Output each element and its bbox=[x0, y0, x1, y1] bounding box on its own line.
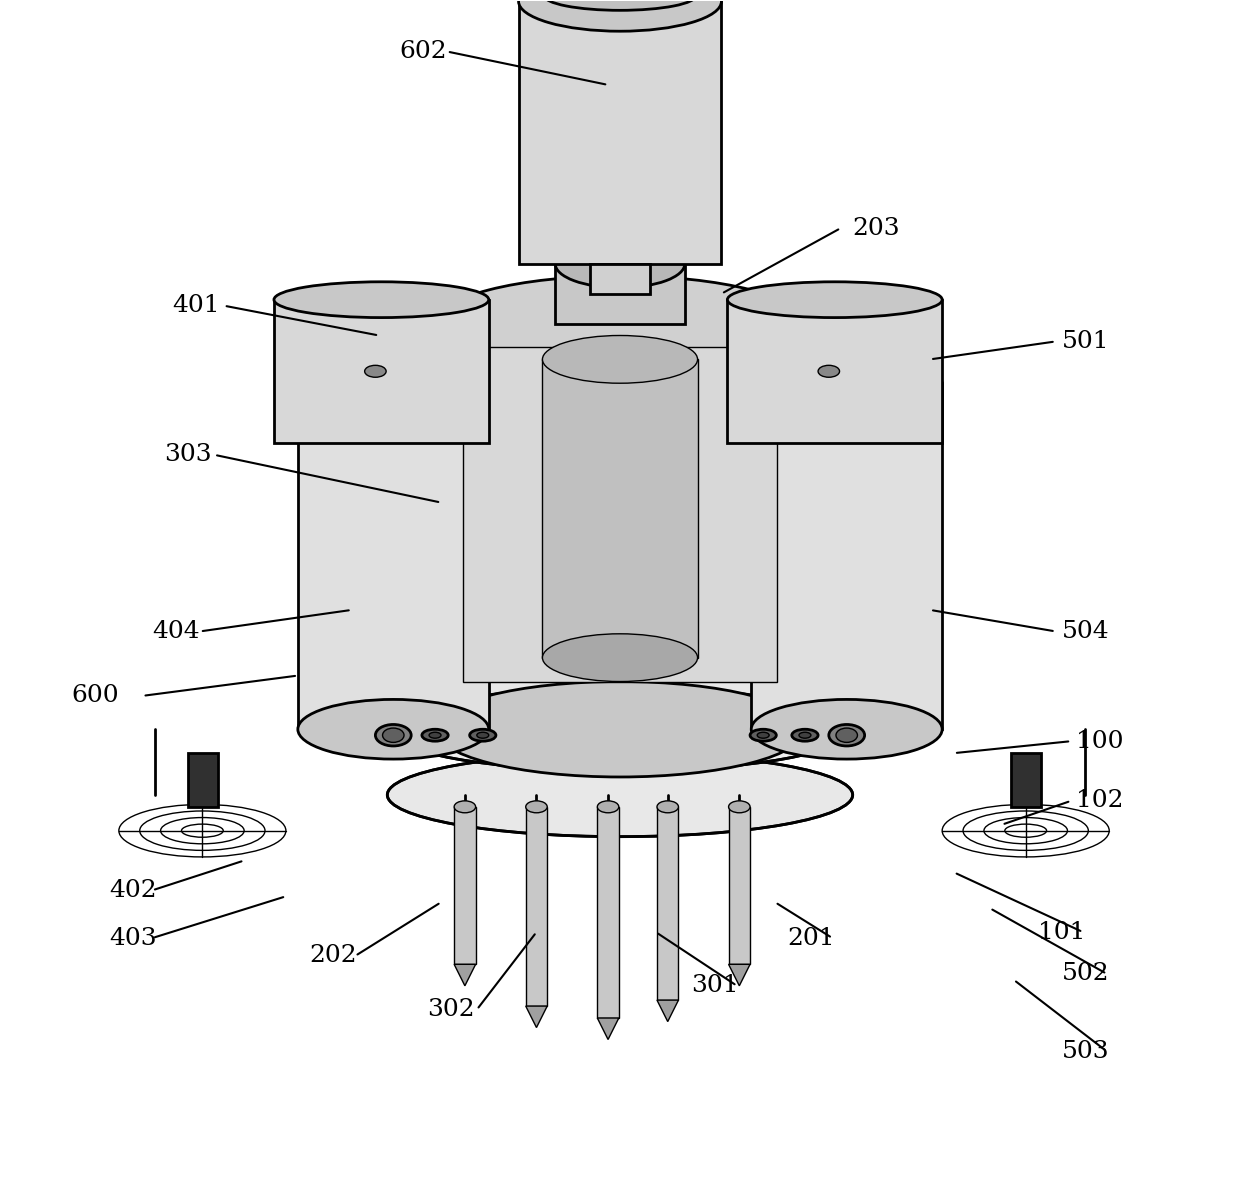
Ellipse shape bbox=[799, 732, 811, 738]
Text: 101: 101 bbox=[1038, 921, 1085, 944]
Ellipse shape bbox=[298, 700, 489, 759]
Ellipse shape bbox=[828, 725, 864, 746]
Text: 301: 301 bbox=[692, 975, 739, 997]
Text: 203: 203 bbox=[853, 216, 900, 239]
Ellipse shape bbox=[750, 730, 776, 742]
Bar bbox=[728, 300, 942, 443]
Bar bbox=[556, 264, 684, 324]
Bar bbox=[298, 383, 489, 730]
Polygon shape bbox=[598, 1018, 619, 1039]
Text: 600: 600 bbox=[71, 684, 119, 707]
Ellipse shape bbox=[836, 728, 857, 743]
Ellipse shape bbox=[477, 732, 489, 738]
Bar bbox=[463, 347, 777, 682]
Ellipse shape bbox=[274, 282, 489, 318]
Bar bbox=[729, 807, 750, 964]
Bar bbox=[657, 807, 678, 1000]
Ellipse shape bbox=[751, 353, 942, 413]
Bar bbox=[598, 807, 619, 1018]
Ellipse shape bbox=[365, 365, 386, 377]
Ellipse shape bbox=[429, 732, 441, 738]
Text: 504: 504 bbox=[1061, 620, 1109, 643]
Ellipse shape bbox=[657, 801, 678, 813]
Ellipse shape bbox=[539, 0, 701, 5]
Polygon shape bbox=[526, 1006, 547, 1027]
Ellipse shape bbox=[387, 688, 853, 771]
Ellipse shape bbox=[383, 728, 404, 743]
Text: 302: 302 bbox=[427, 999, 475, 1021]
Text: 202: 202 bbox=[310, 945, 357, 968]
Text: 404: 404 bbox=[153, 620, 200, 643]
Text: 503: 503 bbox=[1061, 1041, 1109, 1063]
Ellipse shape bbox=[518, 0, 722, 31]
Ellipse shape bbox=[298, 353, 489, 413]
Text: 100: 100 bbox=[1076, 730, 1123, 752]
Bar bbox=[590, 264, 650, 294]
Bar bbox=[188, 753, 218, 807]
Bar bbox=[274, 300, 489, 443]
Ellipse shape bbox=[838, 372, 856, 382]
Text: 502: 502 bbox=[1061, 963, 1109, 986]
Ellipse shape bbox=[542, 634, 698, 682]
Bar bbox=[454, 807, 476, 964]
Bar bbox=[542, 359, 698, 658]
Bar bbox=[1012, 753, 1042, 807]
Ellipse shape bbox=[544, 0, 696, 11]
Ellipse shape bbox=[818, 365, 839, 377]
Text: 403: 403 bbox=[109, 927, 157, 950]
Ellipse shape bbox=[728, 282, 942, 318]
Polygon shape bbox=[657, 1000, 678, 1021]
Ellipse shape bbox=[729, 801, 750, 813]
Ellipse shape bbox=[526, 801, 547, 813]
Ellipse shape bbox=[542, 336, 698, 383]
Ellipse shape bbox=[376, 725, 412, 746]
Text: 401: 401 bbox=[172, 294, 219, 317]
Ellipse shape bbox=[470, 730, 496, 742]
Polygon shape bbox=[454, 964, 476, 986]
Ellipse shape bbox=[792, 730, 818, 742]
Ellipse shape bbox=[387, 753, 853, 837]
Ellipse shape bbox=[751, 700, 942, 759]
Bar bbox=[751, 383, 942, 730]
Ellipse shape bbox=[435, 276, 805, 371]
Ellipse shape bbox=[758, 732, 769, 738]
Bar bbox=[526, 807, 547, 1006]
Ellipse shape bbox=[454, 801, 476, 813]
Text: 303: 303 bbox=[164, 444, 212, 466]
Text: 501: 501 bbox=[1061, 330, 1109, 353]
Text: 201: 201 bbox=[787, 927, 835, 950]
Text: 402: 402 bbox=[109, 879, 157, 902]
Text: 102: 102 bbox=[1076, 789, 1123, 812]
Bar bbox=[518, 1, 722, 264]
Text: 602: 602 bbox=[399, 39, 446, 63]
Ellipse shape bbox=[556, 240, 684, 288]
Ellipse shape bbox=[422, 730, 448, 742]
Ellipse shape bbox=[598, 801, 619, 813]
Polygon shape bbox=[729, 964, 750, 986]
Polygon shape bbox=[435, 324, 805, 730]
Ellipse shape bbox=[384, 372, 402, 382]
Ellipse shape bbox=[435, 682, 805, 777]
